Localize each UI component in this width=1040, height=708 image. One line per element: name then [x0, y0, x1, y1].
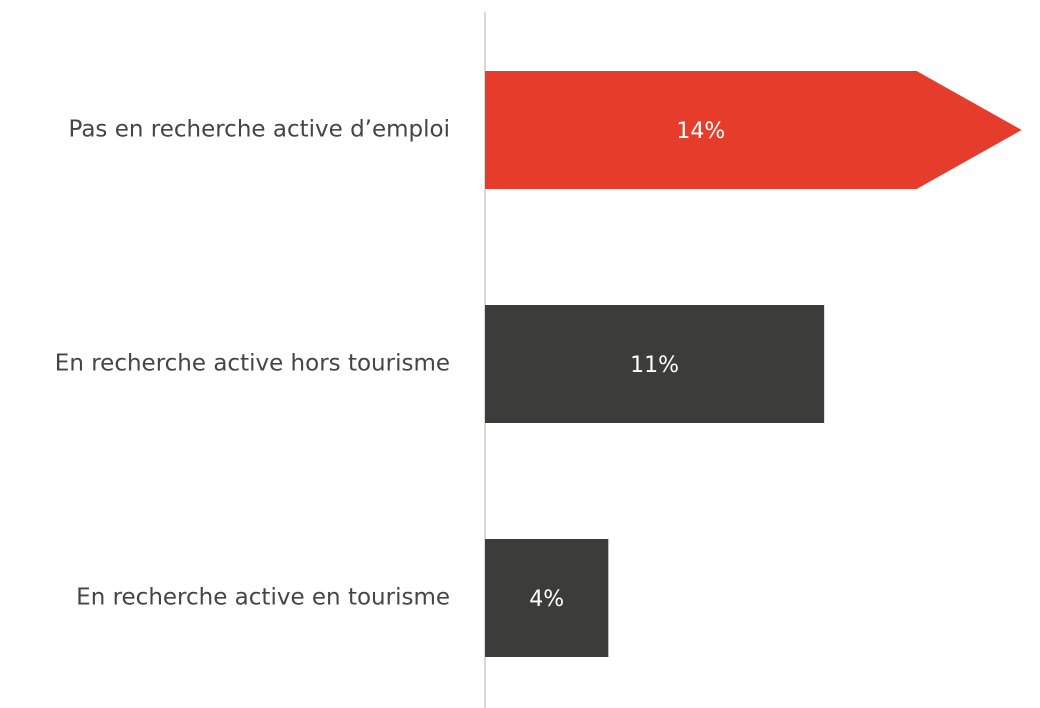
value-label: 14%	[676, 119, 725, 144]
category-label: En recherche active en tourisme	[76, 585, 450, 611]
bar	[485, 305, 825, 423]
bar	[485, 71, 1022, 189]
bar	[485, 539, 609, 657]
category-label: Pas en recherche active d’emploi	[68, 117, 450, 143]
value-label: 4%	[529, 587, 564, 612]
value-label: 11%	[630, 353, 679, 378]
category-label: En recherche active hors tourisme	[55, 351, 450, 377]
